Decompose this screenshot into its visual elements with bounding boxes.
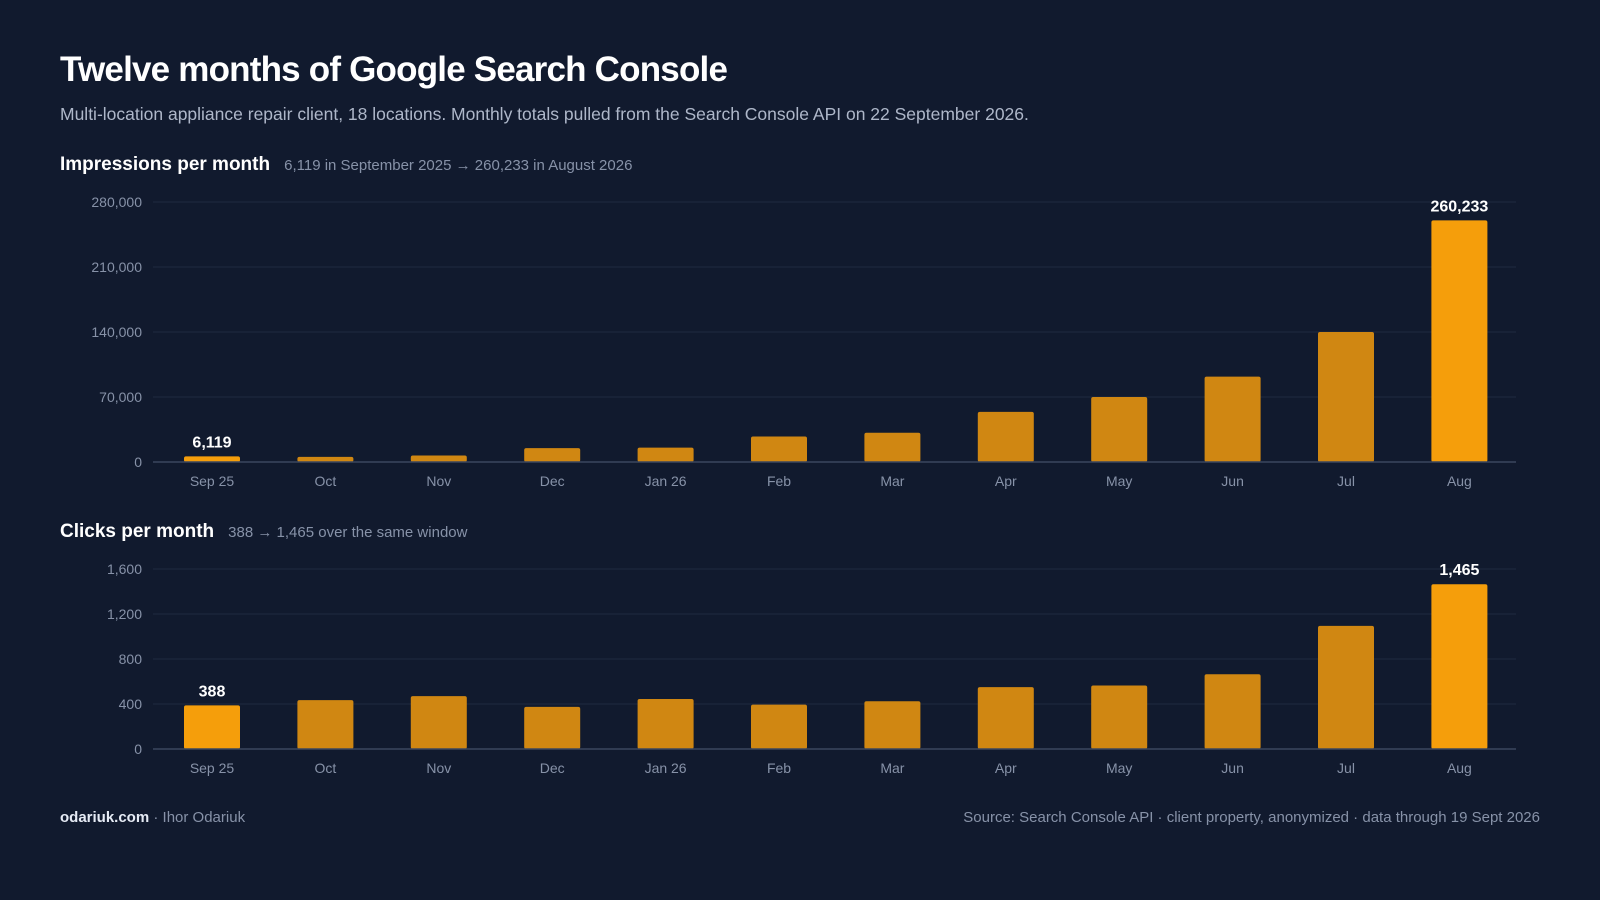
impressions-bar-feb bbox=[751, 436, 807, 462]
clicks-bar-nov bbox=[410, 696, 467, 749]
clicks-xtick-label: Aug bbox=[1447, 760, 1472, 776]
clicks-xtick-label: Nov bbox=[426, 760, 451, 776]
clicks-bar-feb bbox=[751, 704, 807, 749]
clicks-xtick-label: Mar bbox=[880, 760, 904, 776]
clicks-xtick-label: Jun bbox=[1221, 760, 1244, 776]
clicks-ytick-label: 0 bbox=[134, 741, 142, 757]
impressions-bar-may bbox=[1091, 397, 1148, 462]
impressions-xtick-label: May bbox=[1106, 473, 1132, 489]
author-name: Ihor Odariuk bbox=[162, 809, 246, 826]
clicks-bar-jul bbox=[1318, 625, 1374, 749]
clicks-bar-dec bbox=[524, 706, 581, 749]
impressions-xtick-label: Apr bbox=[995, 473, 1017, 489]
impressions-bar-chart: 0 70,000 140,000 210,000 280,000 Sep 25 Oct Nov… bbox=[91, 194, 1516, 489]
clicks-bar-jan-26 bbox=[637, 698, 694, 749]
clicks-bar-oct bbox=[297, 700, 354, 749]
site-name: odariuk.com bbox=[60, 809, 150, 826]
impressions-bar-oct bbox=[297, 456, 354, 462]
clicks-ytick-label: 1,200 bbox=[107, 606, 142, 622]
clicks-bar-mar bbox=[864, 701, 921, 749]
impressions-bar-jul bbox=[1318, 332, 1374, 462]
clicks-bar-sep-25 bbox=[184, 705, 240, 749]
impressions-title: Impressions per month bbox=[60, 154, 271, 175]
clicks-bar-chart: 0 400 800 1,200 1,600 Sep 25 Oct Nov Dec Jan 26 Fe… bbox=[107, 561, 1516, 776]
impressions-data-label: 6,119 bbox=[192, 434, 231, 451]
clicks-bar-may bbox=[1091, 685, 1148, 749]
clicks-data-label: 1,465 bbox=[1439, 562, 1479, 579]
impressions-xtick-label: Sep 25 bbox=[190, 473, 235, 489]
impressions-ytick-label: 0 bbox=[134, 454, 142, 470]
impressions-bar-apr bbox=[977, 411, 1034, 462]
clicks-bar-jun bbox=[1204, 674, 1261, 749]
impressions-bar-aug bbox=[1431, 220, 1488, 462]
impressions-bar-nov bbox=[410, 455, 467, 462]
clicks-title: Clicks per month bbox=[60, 521, 215, 542]
impressions-xtick-label: Nov bbox=[426, 473, 451, 489]
impressions-xtick-label: Aug bbox=[1447, 473, 1472, 489]
footer-source: Source: Search Console API · client prop… bbox=[963, 809, 1540, 826]
clicks-xtick-label: Oct bbox=[315, 760, 337, 776]
clicks-xtick-label: Jan 26 bbox=[645, 760, 687, 776]
impressions-xtick-label: Jul bbox=[1337, 473, 1355, 489]
impressions-ytick-label: 210,000 bbox=[91, 259, 142, 275]
impressions-bar-jan-26 bbox=[637, 447, 694, 462]
impressions-xtick-label: Jun bbox=[1221, 473, 1244, 489]
clicks-bar-apr bbox=[977, 687, 1034, 749]
impressions-bar-sep-25 bbox=[184, 456, 240, 462]
clicks-header: Clicks per month 388 → 1,465 over the sa… bbox=[60, 521, 467, 543]
impressions-ytick-label: 280,000 bbox=[91, 194, 142, 210]
impressions-ytick-label: 140,000 bbox=[91, 324, 142, 340]
impressions-header: Impressions per month 6,119 in September… bbox=[60, 154, 632, 176]
impressions-xtick-label: Mar bbox=[880, 473, 904, 489]
impressions-data-label: 260,233 bbox=[1430, 198, 1488, 215]
clicks-bar-aug bbox=[1431, 584, 1488, 749]
footer-separator: · bbox=[149, 809, 163, 826]
impressions-bar-dec bbox=[524, 448, 581, 462]
impressions-bar-jun bbox=[1204, 376, 1261, 462]
impressions-xtick-label: Jan 26 bbox=[645, 473, 687, 489]
impressions-ytick-label: 70,000 bbox=[99, 389, 142, 405]
clicks-ytick-label: 400 bbox=[119, 696, 143, 712]
clicks-xtick-label: May bbox=[1106, 760, 1132, 776]
impressions-note: 6,119 in September 2025 → 260,233 in Aug… bbox=[284, 157, 633, 174]
page-title: Twelve months of Google Search Console bbox=[60, 50, 728, 89]
impressions-xtick-label: Dec bbox=[540, 473, 565, 489]
clicks-xtick-label: Apr bbox=[995, 760, 1017, 776]
impressions-xtick-label: Oct bbox=[315, 473, 337, 489]
clicks-xtick-label: Jul bbox=[1337, 760, 1355, 776]
clicks-xtick-label: Dec bbox=[540, 760, 565, 776]
clicks-ytick-label: 1,600 bbox=[107, 561, 142, 577]
clicks-xtick-label: Sep 25 bbox=[190, 760, 235, 776]
page-subtitle: Multi-location appliance repair client, … bbox=[60, 104, 1029, 124]
clicks-xtick-label: Feb bbox=[767, 760, 791, 776]
clicks-data-label: 388 bbox=[199, 683, 226, 700]
impressions-xtick-label: Feb bbox=[767, 473, 791, 489]
clicks-note: 388 → 1,465 over the same window bbox=[228, 524, 468, 541]
footer-credit: odariuk.com · Ihor Odariuk bbox=[60, 809, 245, 826]
impressions-bar-mar bbox=[864, 432, 921, 462]
clicks-ytick-label: 800 bbox=[119, 651, 143, 667]
